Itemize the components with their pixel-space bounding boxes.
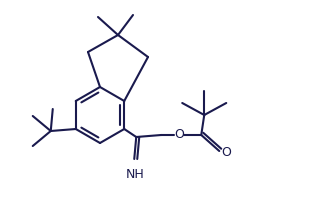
Text: O: O [221,146,231,159]
Text: NH: NH [126,168,145,181]
Text: O: O [174,129,184,142]
